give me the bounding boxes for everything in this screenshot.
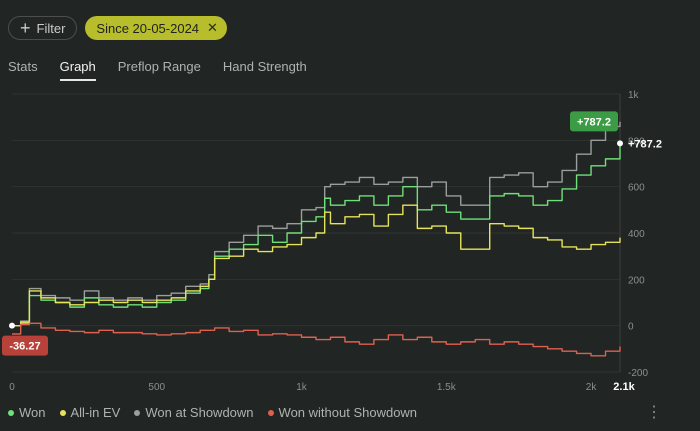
legend-swatch bbox=[134, 409, 141, 416]
legend-label: All-in EV bbox=[70, 405, 121, 420]
legend-swatch bbox=[59, 409, 66, 416]
x-tick-label: 1k bbox=[296, 382, 308, 393]
x-end-label: 2.1k bbox=[613, 381, 635, 393]
start-point bbox=[9, 322, 15, 329]
filter-bar: + Filter Since 20-05-2024 ✕ bbox=[8, 16, 227, 42]
x-tick-label: 500 bbox=[148, 382, 165, 393]
chart-legend: Won All-in EV Won at Showdown Won withou… bbox=[8, 405, 417, 420]
tab-hand-strength[interactable]: Hand Strength bbox=[222, 59, 307, 74]
y-tick-label: 800 bbox=[628, 136, 645, 147]
end-value-label: +787.2 bbox=[628, 138, 662, 150]
x-tick-label: 2k bbox=[586, 382, 598, 393]
more-options-icon[interactable]: ⋮ bbox=[646, 404, 662, 421]
x-tick-label: 1.5k bbox=[437, 382, 457, 393]
date-filter-chip[interactable]: Since 20-05-2024 ✕ bbox=[85, 16, 227, 40]
x-tick-label: 0 bbox=[9, 382, 15, 393]
y-tick-label: 0 bbox=[628, 322, 634, 333]
legend-swatch bbox=[267, 409, 274, 416]
tab-stats[interactable]: Stats bbox=[8, 59, 38, 74]
filter-label: Filter bbox=[36, 20, 66, 36]
close-icon[interactable]: ✕ bbox=[207, 20, 218, 35]
date-filter-label: Since 20-05-2024 bbox=[96, 20, 200, 36]
legend-swatch bbox=[8, 409, 14, 416]
y-tick-label: -200 bbox=[628, 368, 648, 379]
series-line bbox=[12, 121, 621, 327]
plus-icon: + bbox=[20, 18, 31, 38]
tab-preflop-range[interactable]: Preflop Range bbox=[117, 59, 201, 74]
series-line bbox=[12, 143, 621, 327]
legend-item-won[interactable]: Won bbox=[8, 405, 46, 420]
series-line bbox=[12, 204, 621, 327]
legend-label: Won at Showdown bbox=[145, 405, 254, 420]
tab-graph[interactable]: Graph bbox=[59, 59, 96, 81]
y-tick-label: 600 bbox=[628, 183, 645, 194]
legend-label: Won without Showdown bbox=[278, 405, 418, 420]
end-value-badge bbox=[570, 111, 618, 132]
filter-button[interactable]: + Filter bbox=[8, 16, 78, 40]
y-tick-label: 400 bbox=[628, 229, 645, 240]
series-line bbox=[12, 322, 621, 357]
tab-bar: Stats Graph Preflop Range Hand Strength bbox=[8, 59, 307, 81]
legend-item-won-without-showdown[interactable]: Won without Showdown bbox=[267, 405, 418, 420]
y-tick-label: 200 bbox=[628, 275, 645, 286]
legend-item-allin-ev[interactable]: All-in EV bbox=[59, 405, 121, 420]
end-value-badge-label: +787.2 bbox=[577, 116, 611, 128]
results-graph: 1k 800 600 400 200 0 -200 0 500 1k 1.5k 2k 2.1k +787.… bbox=[2, 90, 662, 393]
legend-label: Won bbox=[19, 405, 46, 420]
start-value-badge-label: -36.27 bbox=[9, 341, 40, 353]
legend-item-won-at-showdown[interactable]: Won at Showdown bbox=[134, 405, 254, 420]
end-point bbox=[617, 140, 623, 147]
y-tick-label: 1k bbox=[628, 90, 640, 101]
start-value-badge bbox=[2, 335, 48, 356]
